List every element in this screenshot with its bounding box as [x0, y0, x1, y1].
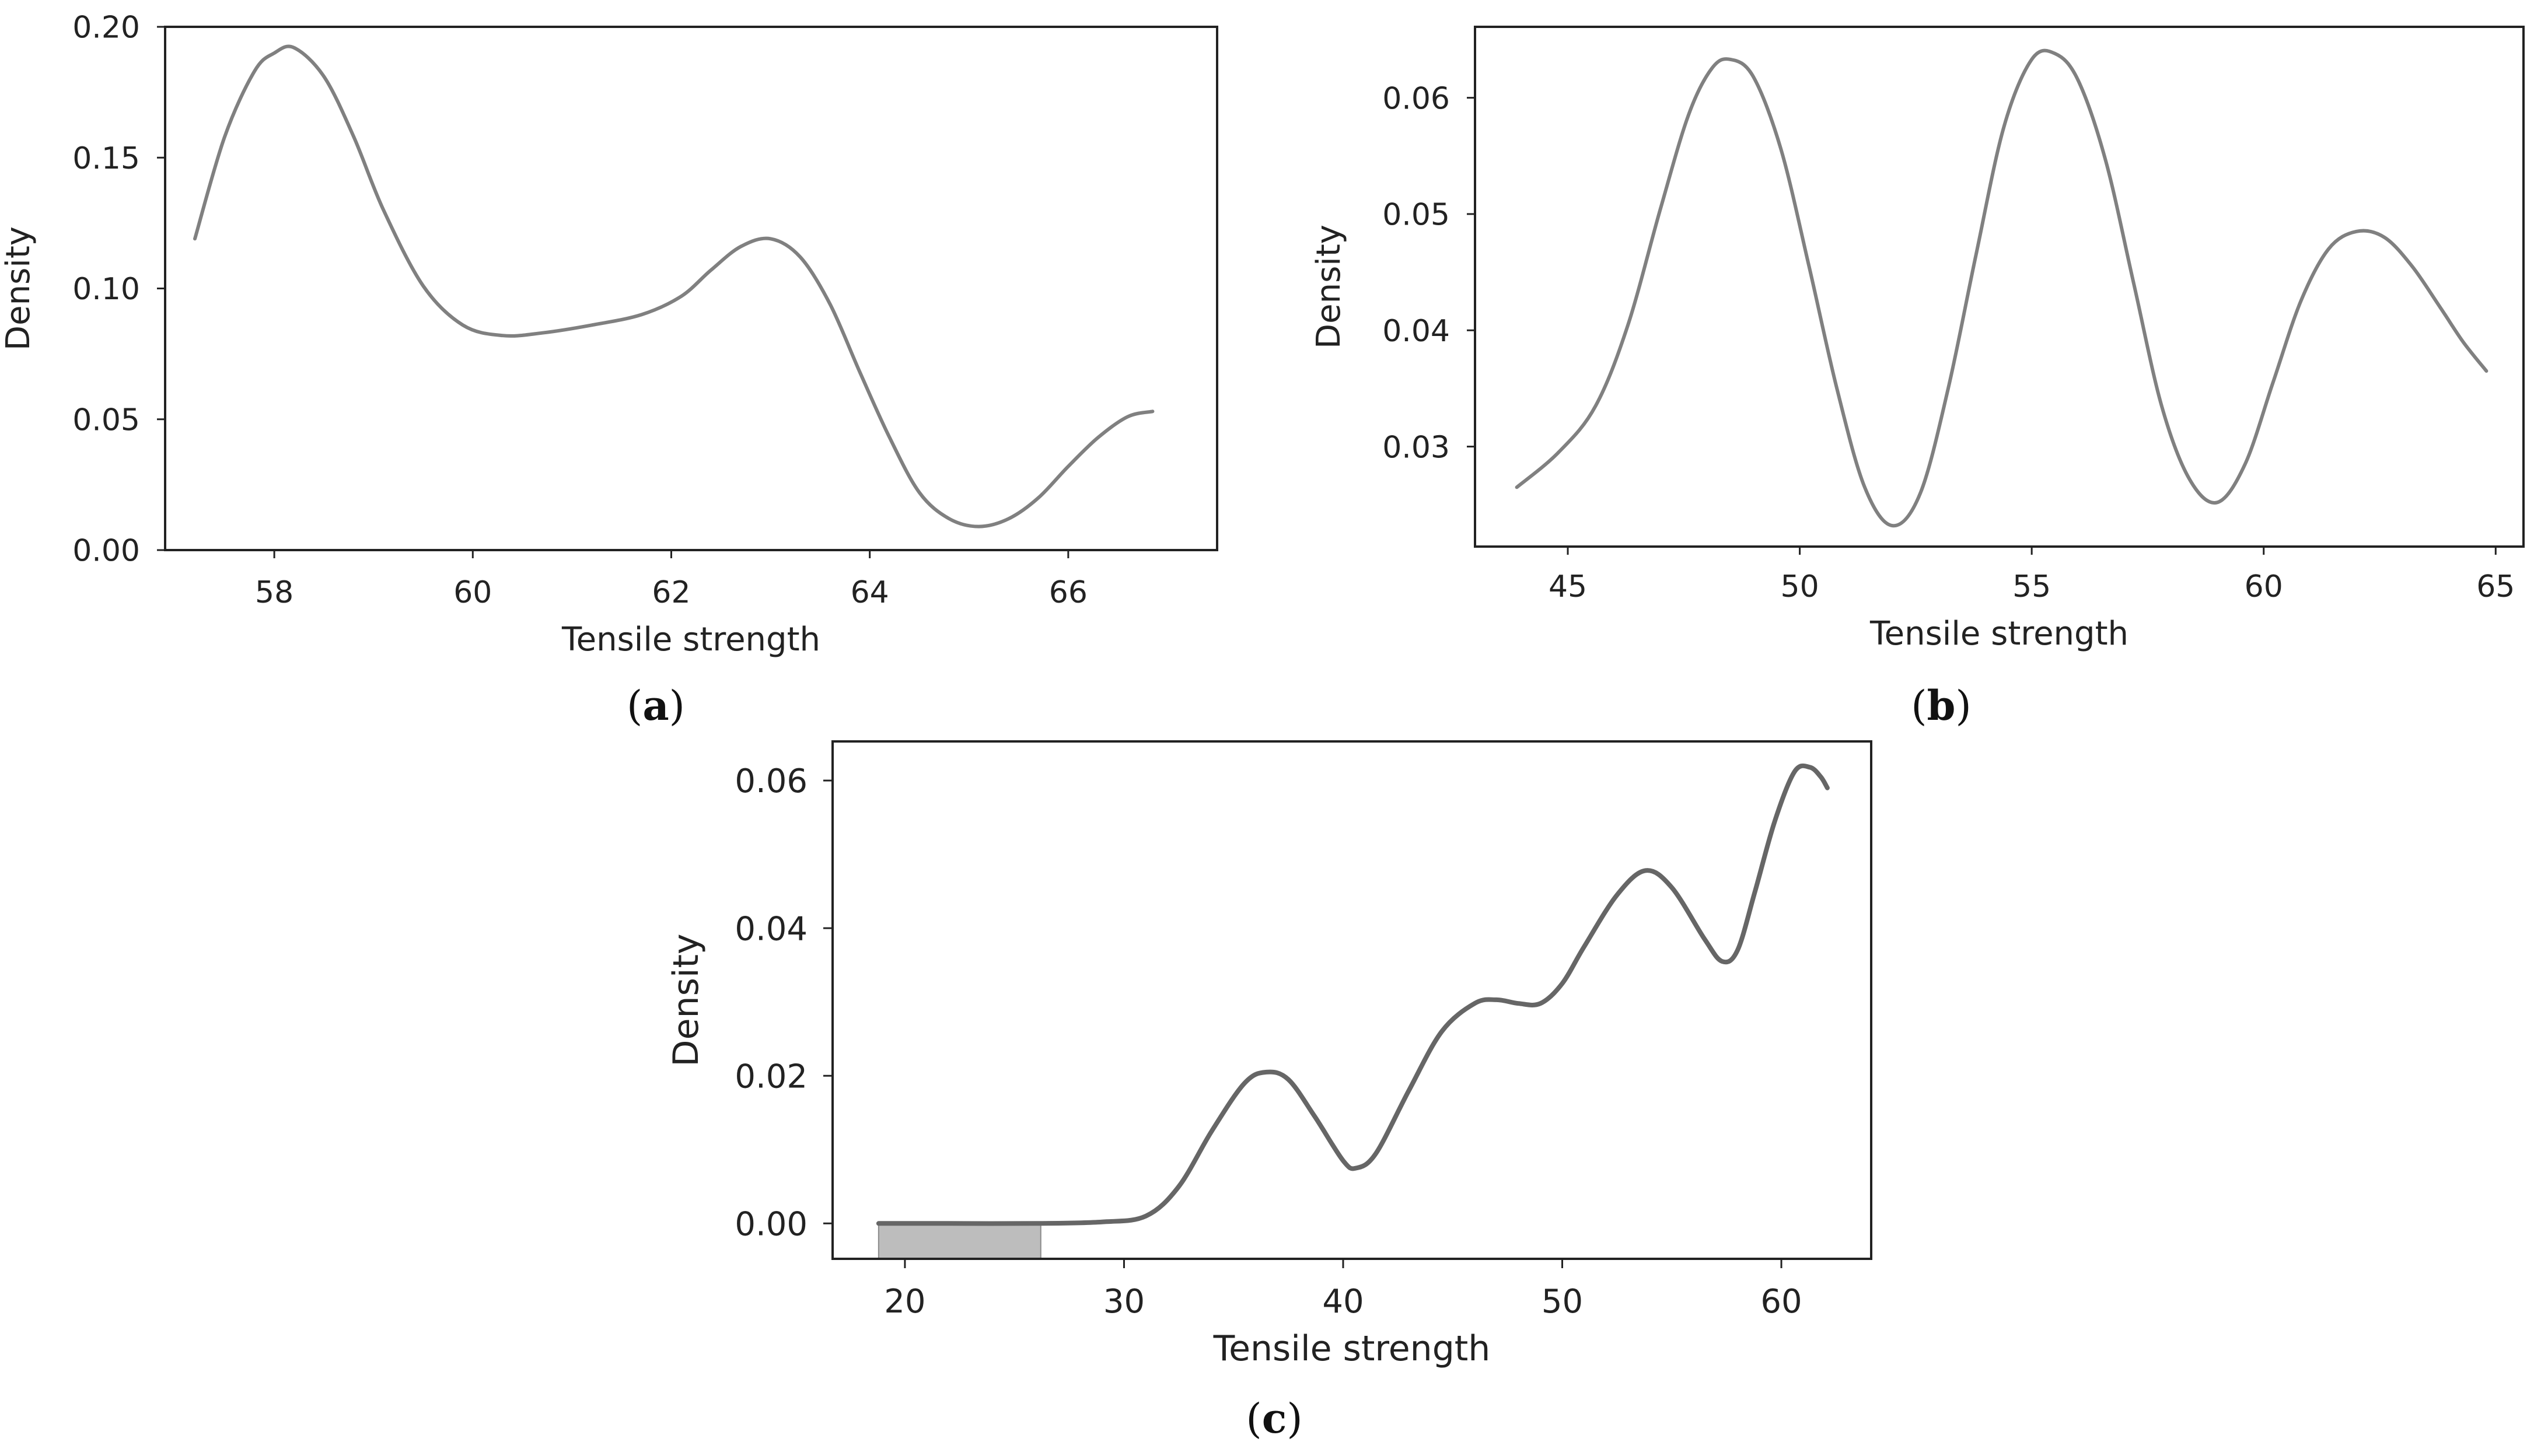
panel-a-y-tick-label: 0.05	[72, 402, 140, 438]
panel-c-plot-frame	[831, 740, 1872, 1260]
panel-a-y-tick-label: 0.20	[72, 10, 140, 46]
panel-a-x-tick-label: 64	[851, 575, 889, 610]
panel-c-x-tick-label: 30	[1103, 1283, 1145, 1321]
panel-a-plot-frame	[164, 26, 1218, 551]
panel-a-x-axis-label: Tensile strength	[561, 621, 820, 659]
panel-a-chart: 58 60 62 64 66 0.00 0.05 0.10 0.15 0.20 Density T…	[0, 10, 1218, 659]
panel-b-caption-letter: b	[1927, 681, 1956, 730]
panel-c-x-tick-label: 20	[884, 1283, 925, 1321]
panel-a-y-tick-label: 0.00	[72, 534, 140, 569]
panel-a-y-tick-label: 0.10	[72, 272, 140, 307]
panel-b-density-line	[1515, 48, 2488, 528]
panel-c-y-tick-label: 0.04	[735, 910, 808, 948]
panel-a-y-tick-label: 0.15	[72, 141, 140, 176]
panel-b-y-tick-label: 0.06	[1382, 81, 1450, 116]
panel-c-density-line	[876, 763, 1830, 1226]
panel-b-y-tick-label: 0.03	[1382, 430, 1450, 465]
panel-b-ticks: 45 50 55 60 65 0.03 0.04 0.05 0.06	[1382, 81, 2515, 604]
panel-c-shaded-region	[878, 1223, 1041, 1260]
panel-b-caption-close: )	[1955, 682, 1971, 730]
panel-b-plot-frame	[1474, 26, 2525, 548]
panel-a-caption-letter: a	[642, 681, 669, 730]
panel-a-caption: (a)	[627, 681, 685, 730]
panel-a-y-axis-label: Density	[0, 226, 37, 351]
panel-b-x-tick-label: 65	[2476, 569, 2515, 604]
panel-b-caption-open: (	[1911, 682, 1927, 730]
panel-a-caption-close: )	[669, 682, 685, 730]
panel-b-y-axis-label: Density	[1310, 225, 1348, 349]
panel-b-x-tick-label: 55	[2012, 569, 2051, 604]
panel-b-caption: (b)	[1911, 681, 1972, 730]
panel-c-y-axis-label: Density	[666, 933, 707, 1066]
panel-b-y-tick-label: 0.04	[1382, 314, 1450, 349]
panel-c-caption: (c)	[1246, 1394, 1302, 1443]
panel-c-y-tick-label: 0.00	[735, 1205, 808, 1243]
panel-c-y-tick-label: 0.02	[735, 1058, 808, 1096]
panel-b-x-axis-label: Tensile strength	[1869, 615, 2128, 653]
panel-a-caption-open: (	[627, 682, 642, 730]
panel-c-chart: 20 30 40 50 60 0.00 0.02 0.04 0.06 Density Tensi…	[666, 740, 1872, 1369]
panel-c-x-tick-label: 60	[1760, 1283, 1802, 1321]
panel-c-x-tick-label: 50	[1542, 1283, 1583, 1321]
panel-a-x-tick-label: 66	[1049, 575, 1088, 610]
panel-a-x-tick-label: 62	[652, 575, 690, 610]
panel-b-x-tick-label: 50	[1781, 569, 1819, 604]
panel-b-x-tick-label: 45	[1549, 569, 1587, 604]
panel-a-x-tick-label: 58	[255, 575, 293, 610]
panel-c-caption-open: (	[1246, 1395, 1261, 1443]
panel-a-density-line	[193, 44, 1155, 528]
panel-c-y-tick-label: 0.06	[735, 762, 808, 800]
panel-b-y-tick-label: 0.05	[1382, 198, 1450, 233]
panel-a-ticks: 58 60 62 64 66 0.00 0.05 0.10 0.15 0.20	[72, 10, 1088, 610]
panel-b-x-tick-label: 60	[2245, 569, 2283, 604]
panel-c-ticks: 20 30 40 50 60 0.00 0.02 0.04 0.06	[735, 762, 1802, 1321]
panel-c-x-tick-label: 40	[1322, 1283, 1364, 1321]
panel-c-caption-close: )	[1287, 1395, 1302, 1443]
panel-b-chart: 45 50 55 60 65 0.03 0.04 0.05 0.06 Density Tensi…	[1310, 26, 2525, 653]
panel-c-caption-letter: c	[1262, 1394, 1287, 1443]
panel-a-x-tick-label: 60	[453, 575, 492, 610]
panel-c-x-axis-label: Tensile strength	[1213, 1328, 1491, 1369]
